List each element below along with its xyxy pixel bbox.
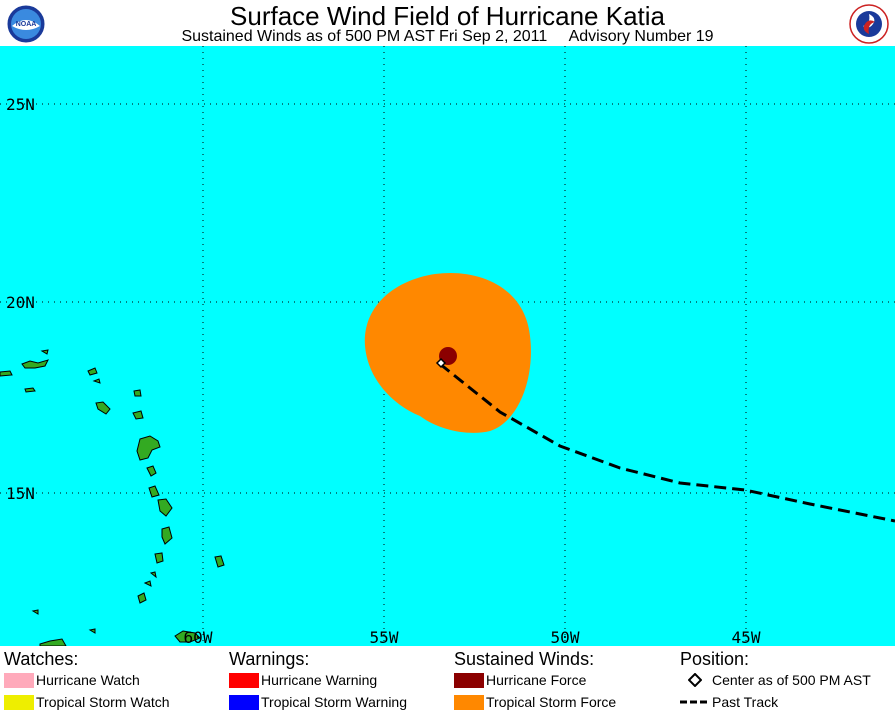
lon-label-50w: 50W xyxy=(551,628,580,646)
map-subtitle: Sustained Winds as of 500 PM AST Fri Sep… xyxy=(181,28,714,45)
tropical-storm-force-swatch xyxy=(454,694,484,710)
noaa-logo: NOAA xyxy=(6,4,46,44)
hurricane-watch-swatch xyxy=(4,672,34,688)
dashed-line-icon xyxy=(680,695,710,710)
hurricane-force-swatch xyxy=(454,672,484,688)
lat-label-25n: 25N xyxy=(6,95,35,114)
legend-item-tropical-storm-watch: Tropical Storm Watch xyxy=(4,694,170,710)
lon-label-60w: 60W xyxy=(184,628,213,646)
past-track-line xyxy=(439,362,895,523)
legend-warnings-heading: Warnings: xyxy=(229,649,310,669)
legend-watches-heading: Watches: xyxy=(4,649,79,669)
diamond-icon xyxy=(680,673,710,688)
lat-label-15n: 15N xyxy=(6,484,35,503)
lon-label-45w: 45W xyxy=(732,628,761,646)
nws-logo xyxy=(849,4,889,44)
legend-item-hurricane-warning: Hurricane Warning xyxy=(229,672,377,688)
hurricane-warning-swatch xyxy=(229,672,259,688)
legend-item-tropical-storm-warning: Tropical Storm Warning xyxy=(229,694,407,710)
legend-item-tropical-storm-force: Tropical Storm Force xyxy=(454,694,616,710)
legend: Watches: Hurricane Watch Tropical Storm … xyxy=(0,646,895,716)
legend-item-hurricane-watch: Hurricane Watch xyxy=(4,672,140,688)
tropical-storm-warning-swatch xyxy=(229,694,259,710)
wind-field-map: 25N 20N 15N 60W 55W 50W 45W xyxy=(0,46,895,646)
land-islands xyxy=(0,349,225,646)
svg-text:NOAA: NOAA xyxy=(16,21,37,28)
storm-center-diamond-icon xyxy=(435,357,447,369)
legend-item-center: Center as of 500 PM AST xyxy=(680,672,871,688)
legend-position-heading: Position: xyxy=(680,649,750,669)
tropical-storm-watch-swatch xyxy=(4,694,34,710)
latitude-labels: 25N 20N 15N xyxy=(6,95,35,503)
lat-label-20n: 20N xyxy=(6,293,35,312)
longitude-labels: 60W 55W 50W 45W xyxy=(184,628,761,646)
legend-item-hurricane-force: Hurricane Force xyxy=(454,672,586,688)
map-title: Surface Wind Field of Hurricane Katia xyxy=(230,1,665,31)
legend-item-past-track: Past Track xyxy=(680,694,778,710)
legend-winds-heading: Sustained Winds: xyxy=(454,649,595,669)
lon-label-55w: 55W xyxy=(370,628,399,646)
header: NOAA Surface Wind Field of Hurricane Kat… xyxy=(0,0,895,46)
